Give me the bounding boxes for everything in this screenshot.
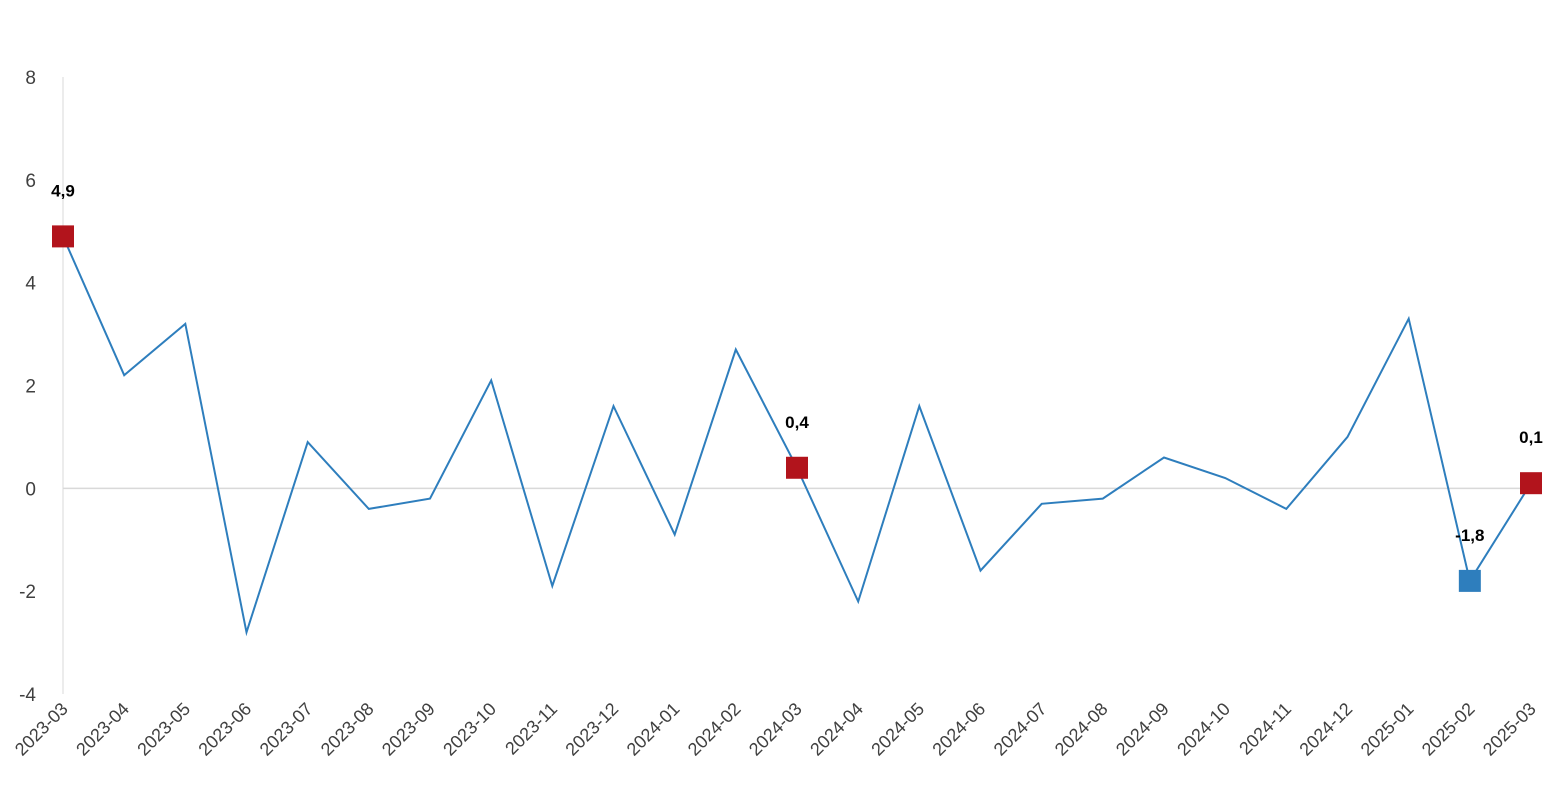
x-tick-label: 2024-05 — [867, 699, 928, 760]
data-point-marker — [1520, 472, 1542, 495]
x-tick-label: 2023-11 — [501, 699, 561, 759]
data-point-marker — [786, 456, 808, 479]
x-tick-label: 2024-03 — [745, 699, 806, 760]
x-tick-label: 2024-09 — [1112, 699, 1173, 760]
y-tick-label: -2 — [19, 582, 36, 603]
x-tick-label: 2024-12 — [1295, 699, 1356, 760]
x-tick-label: 2023-09 — [378, 699, 439, 760]
series — [62, 235, 1532, 637]
y-tick-label: 4 — [25, 274, 36, 295]
x-tick-label: 2024-10 — [1173, 699, 1234, 760]
x-tick-label: 2024-11 — [1235, 699, 1295, 759]
data-label: 4,9 — [51, 181, 75, 200]
x-tick-label: 2024-01 — [623, 699, 684, 760]
x-tick-label: 2025-01 — [1357, 699, 1418, 760]
data-point-marker — [1458, 569, 1481, 592]
x-tick-label: 2024-06 — [928, 699, 989, 760]
x-tick-label: 2024-02 — [684, 699, 745, 760]
x-tick-label: 2025-03 — [1479, 699, 1540, 760]
x-tick-label: 2023-06 — [194, 699, 255, 760]
x-tick-label: 2023-08 — [317, 699, 378, 760]
series-line — [62, 235, 1532, 637]
labels: 4,9 0,4 -1,8 0,1 — [51, 181, 1543, 544]
x-tick-label: 2023-12 — [561, 699, 622, 760]
y-tick-label: 0 — [25, 479, 36, 500]
y-tick-label: 8 — [25, 68, 36, 89]
x-tick-label: 2023-10 — [439, 699, 500, 760]
x-tick-label: 2023-04 — [72, 699, 133, 760]
y-tick-label: 2 — [25, 377, 36, 398]
x-tick-label: 2023-05 — [133, 699, 194, 760]
x-tick-label: 2024-08 — [1051, 699, 1112, 760]
x-tick-label: 2024-07 — [990, 699, 1051, 760]
data-point-marker — [52, 225, 74, 248]
data-label: 0,1 — [1519, 428, 1543, 447]
data-label: -1,8 — [1455, 526, 1484, 545]
y-tick-label: 6 — [25, 171, 36, 192]
data-label: 0,4 — [785, 413, 809, 432]
x-tick-label: 2023-03 — [11, 699, 72, 760]
y-tick-label: -4 — [19, 685, 36, 706]
x-tick-label: 2025-02 — [1418, 699, 1479, 760]
x-tick-label: 2023-07 — [256, 699, 317, 760]
markers — [52, 225, 1542, 592]
x-tick-label: 2024-04 — [806, 699, 867, 760]
